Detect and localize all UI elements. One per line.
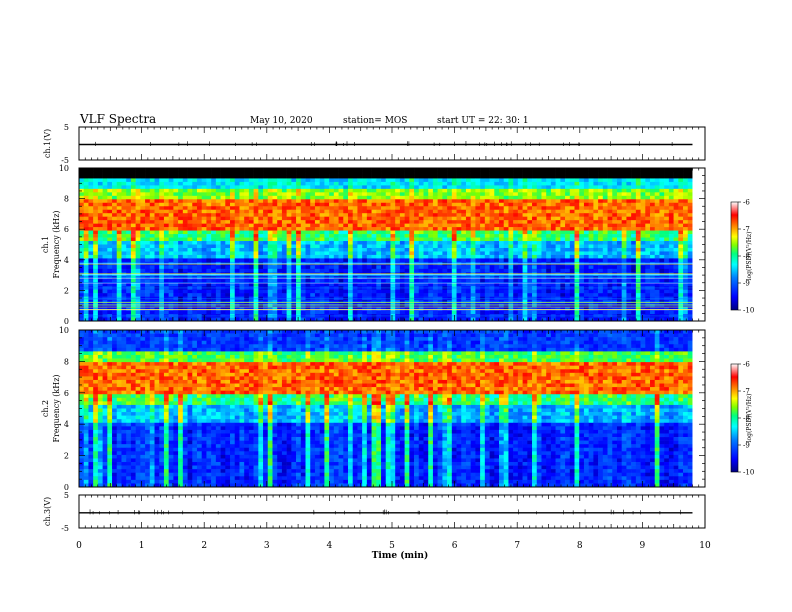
x-tick-label: 9 <box>640 541 646 551</box>
colorbar-tick-label: -6 <box>743 199 750 207</box>
x-tick-label: 2 <box>201 541 207 551</box>
x-tick-label: 1 <box>139 541 145 551</box>
y-tick-label: 2 <box>64 286 69 295</box>
x-tick-label: 7 <box>514 541 520 551</box>
colorbar-label: log(PSD)(V²/Hz) <box>746 232 753 281</box>
y-tick-label: 8 <box>64 357 69 366</box>
ch1-spectrogram-panel: 0 2 4 6 8 10 ch.1 Frequency (kHz) -6 -7 -8 -9 -10 log… <box>41 164 754 326</box>
x-tick-label: 8 <box>577 541 583 551</box>
y-tick-label: 8 <box>64 195 69 204</box>
y-axis-label-channel: ch.1 <box>41 236 50 253</box>
x-tick-label: 6 <box>452 541 458 551</box>
x-axis-label: Time (min) <box>372 550 429 561</box>
y-tick-label: 0 <box>64 483 69 492</box>
y-tick-label: 10 <box>59 326 69 335</box>
colorbar-tick-label: -8 <box>743 253 750 261</box>
y-axis-label: Frequency (kHz) <box>52 374 61 442</box>
spectrogram-image <box>79 330 705 487</box>
colorbar-tick-label: -9 <box>743 442 750 450</box>
x-tick-label: 10 <box>699 541 711 551</box>
x-tick-label: 5 <box>389 541 395 551</box>
y-tick-label: 5 <box>64 491 69 500</box>
time-axis: 0 1 2 3 4 5 6 7 8 9 10 <box>76 541 711 551</box>
y-axis-label: ch.1(V) <box>43 129 52 158</box>
station-label: station= MOS <box>343 116 407 126</box>
ch2-spectrogram-panel: 0 2 4 6 8 10 ch.2 Frequency (kHz) -6 -7 -8 -9 -10 log… <box>41 326 754 492</box>
y-tick-label: -5 <box>61 524 69 533</box>
colorbar <box>730 363 739 473</box>
colorbar-tick-label: -7 <box>743 388 750 396</box>
y-tick-label: 5 <box>64 123 69 132</box>
y-tick-label: 10 <box>59 164 69 173</box>
ch1-waveform-panel: 5 -5 ch.1(V) <box>43 123 706 165</box>
colorbar-tick-label: -6 <box>743 361 750 369</box>
colorbar-tick-label: -10 <box>743 307 754 315</box>
colorbar <box>730 201 739 311</box>
colorbar-label: log(PSD)(V²/Hz) <box>746 394 753 443</box>
y-tick-label: 4 <box>64 420 69 429</box>
y-axis-label: ch.3(V) <box>43 497 52 526</box>
colorbar-tick-label: -7 <box>743 226 750 234</box>
spectrogram-image <box>79 168 705 321</box>
y-tick-label: -5 <box>61 156 69 165</box>
x-tick-label: 0 <box>76 541 82 551</box>
y-tick-label: 6 <box>64 389 69 398</box>
colorbar-tick-label: -10 <box>743 469 754 477</box>
colorbar-tick-label: -9 <box>743 280 750 288</box>
y-tick-label: 2 <box>64 452 69 461</box>
y-tick-label: 4 <box>64 256 69 265</box>
colorbar-tick-label: -8 <box>743 415 750 423</box>
figure-title: VLF Spectra <box>79 112 156 126</box>
start-time-label: start UT = 22: 30: 1 <box>437 116 529 126</box>
y-tick-label: 6 <box>64 225 69 234</box>
x-tick-label: 4 <box>327 541 333 551</box>
x-tick-label: 3 <box>264 541 270 551</box>
y-axis-label-channel: ch.2 <box>41 400 50 417</box>
date-label: May 10, 2020 <box>250 116 313 126</box>
ch3-waveform-panel: 5 -5 ch.3(V) <box>43 491 706 533</box>
y-tick-label: 0 <box>64 317 69 326</box>
y-axis-label: Frequency (kHz) <box>52 210 61 278</box>
